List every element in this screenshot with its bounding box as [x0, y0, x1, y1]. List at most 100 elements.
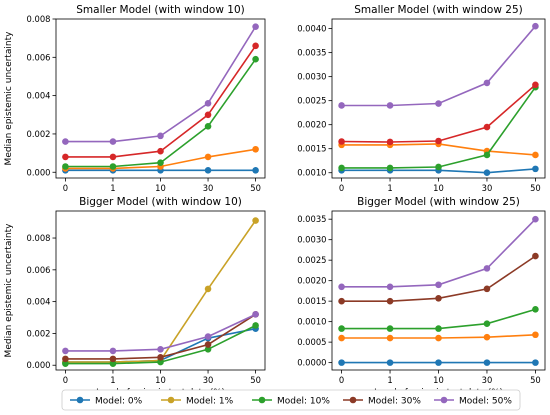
- data-point: [204, 346, 212, 353]
- legend: Model: 0% Model: 1% Model: 10% Model: 30% Mo…: [61, 389, 521, 411]
- data-point: [386, 138, 394, 146]
- y-tick-label: 0.0020: [297, 276, 326, 286]
- data-point: [157, 353, 164, 361]
- data-point: [532, 81, 539, 89]
- legend-swatch-marker: [349, 396, 357, 404]
- data-point: [204, 333, 212, 340]
- data-point: [532, 22, 539, 30]
- data-point: [386, 102, 394, 109]
- y-tick-label: 0.0015: [297, 144, 326, 154]
- panel-title: Smaller Model (with window 10): [76, 4, 244, 16]
- x-tick-label: 30: [482, 183, 493, 193]
- y-tick-label: 0.000: [27, 167, 51, 177]
- data-point: [157, 132, 164, 140]
- data-point: [252, 23, 259, 30]
- data-point: [252, 42, 259, 50]
- legend-frame: [61, 389, 521, 411]
- data-point: [483, 151, 491, 159]
- data-point: [157, 346, 164, 353]
- x-tick-label: 10: [433, 183, 444, 193]
- data-point: [483, 265, 491, 272]
- y-tick-label: 0.002: [27, 328, 51, 338]
- series-5: [62, 23, 259, 145]
- series-line: [341, 86, 537, 169]
- data-point: [204, 167, 212, 174]
- data-point: [338, 334, 345, 342]
- data-point: [109, 138, 117, 145]
- x-tick-label: 1: [387, 375, 392, 385]
- data-point: [435, 100, 442, 107]
- data-point: [252, 311, 259, 318]
- x-tick-label: 1: [387, 183, 392, 193]
- legend-swatch-marker: [258, 396, 266, 404]
- x-tick-label: 10: [155, 375, 166, 385]
- legend-label: Model: 0%: [95, 397, 143, 407]
- plot-frame: [331, 210, 546, 371]
- y-tick-label: 0.006: [27, 52, 51, 62]
- data-point: [435, 325, 442, 332]
- legend-entry: Model: 50%: [434, 397, 512, 407]
- x-tick-label: 30: [482, 375, 493, 385]
- y-tick-label: 0.0030: [297, 72, 326, 82]
- series-line: [341, 25, 537, 107]
- y-tick-label: 0.0020: [297, 120, 326, 130]
- legend-swatch-marker: [440, 396, 448, 404]
- data-point: [109, 360, 117, 367]
- x-tick-label: 30: [203, 183, 214, 193]
- data-point: [532, 359, 539, 366]
- data-point: [252, 55, 259, 63]
- data-point: [483, 320, 491, 327]
- y-tick-label: 0.0035: [297, 48, 326, 58]
- data-point: [483, 333, 491, 341]
- x-tick-label: 1: [110, 183, 115, 193]
- data-point: [109, 347, 117, 355]
- data-point: [204, 122, 212, 130]
- data-point: [435, 137, 442, 145]
- x-tick-label: 50: [250, 375, 261, 385]
- series-line: [65, 26, 257, 143]
- y-tick-label: 0.0010: [297, 317, 326, 327]
- x-tick-label: 10: [433, 375, 444, 385]
- legend-swatch-marker: [76, 396, 84, 404]
- legend-label: Model: 1%: [186, 397, 234, 407]
- data-point: [386, 325, 394, 332]
- y-tick-label: 0.0000: [297, 358, 326, 368]
- data-point: [532, 215, 539, 223]
- series-line: [65, 220, 257, 363]
- y-tick-label: 0.0010: [297, 168, 326, 178]
- data-point: [157, 147, 164, 155]
- x-tick-label: 30: [203, 375, 214, 385]
- y-tick-label: 0.0015: [297, 296, 326, 306]
- series-4: [62, 42, 259, 161]
- data-point: [252, 167, 259, 174]
- legend-entry: Model: 30%: [343, 397, 421, 407]
- panel-title: Bigger Model (with window 25): [357, 196, 520, 208]
- series-5: [338, 215, 539, 291]
- chart-panel-2: Smaller Model (with window 25) 0.0010 0.00…: [297, 4, 546, 193]
- x-tick-label: 10: [155, 183, 166, 193]
- data-point: [62, 355, 69, 363]
- x-tick-label: 0: [339, 183, 344, 193]
- legend-entry: Model: 10%: [252, 397, 330, 407]
- data-point: [483, 285, 491, 293]
- data-point: [204, 341, 212, 348]
- data-point: [435, 281, 442, 289]
- plot-frame: [331, 18, 546, 179]
- data-point: [62, 138, 69, 145]
- data-point: [435, 359, 442, 366]
- y-tick-label: 0.004: [27, 91, 51, 101]
- y-axis-label: Median epistemic uncertainty: [4, 223, 14, 358]
- y-axis-label: Median epistemic uncertainty: [4, 31, 14, 166]
- data-point: [483, 359, 491, 366]
- data-point: [532, 252, 539, 260]
- chart-panel-1: Smaller Model (with window 10) 0.000 0.002…: [4, 4, 266, 193]
- data-point: [338, 138, 345, 145]
- series-3: [338, 306, 539, 332]
- x-tick-label: 0: [63, 375, 68, 385]
- data-point: [62, 153, 69, 161]
- data-point: [109, 153, 117, 161]
- y-tick-label: 0.0040: [297, 24, 326, 34]
- series-1: [338, 359, 539, 366]
- data-point: [532, 151, 539, 159]
